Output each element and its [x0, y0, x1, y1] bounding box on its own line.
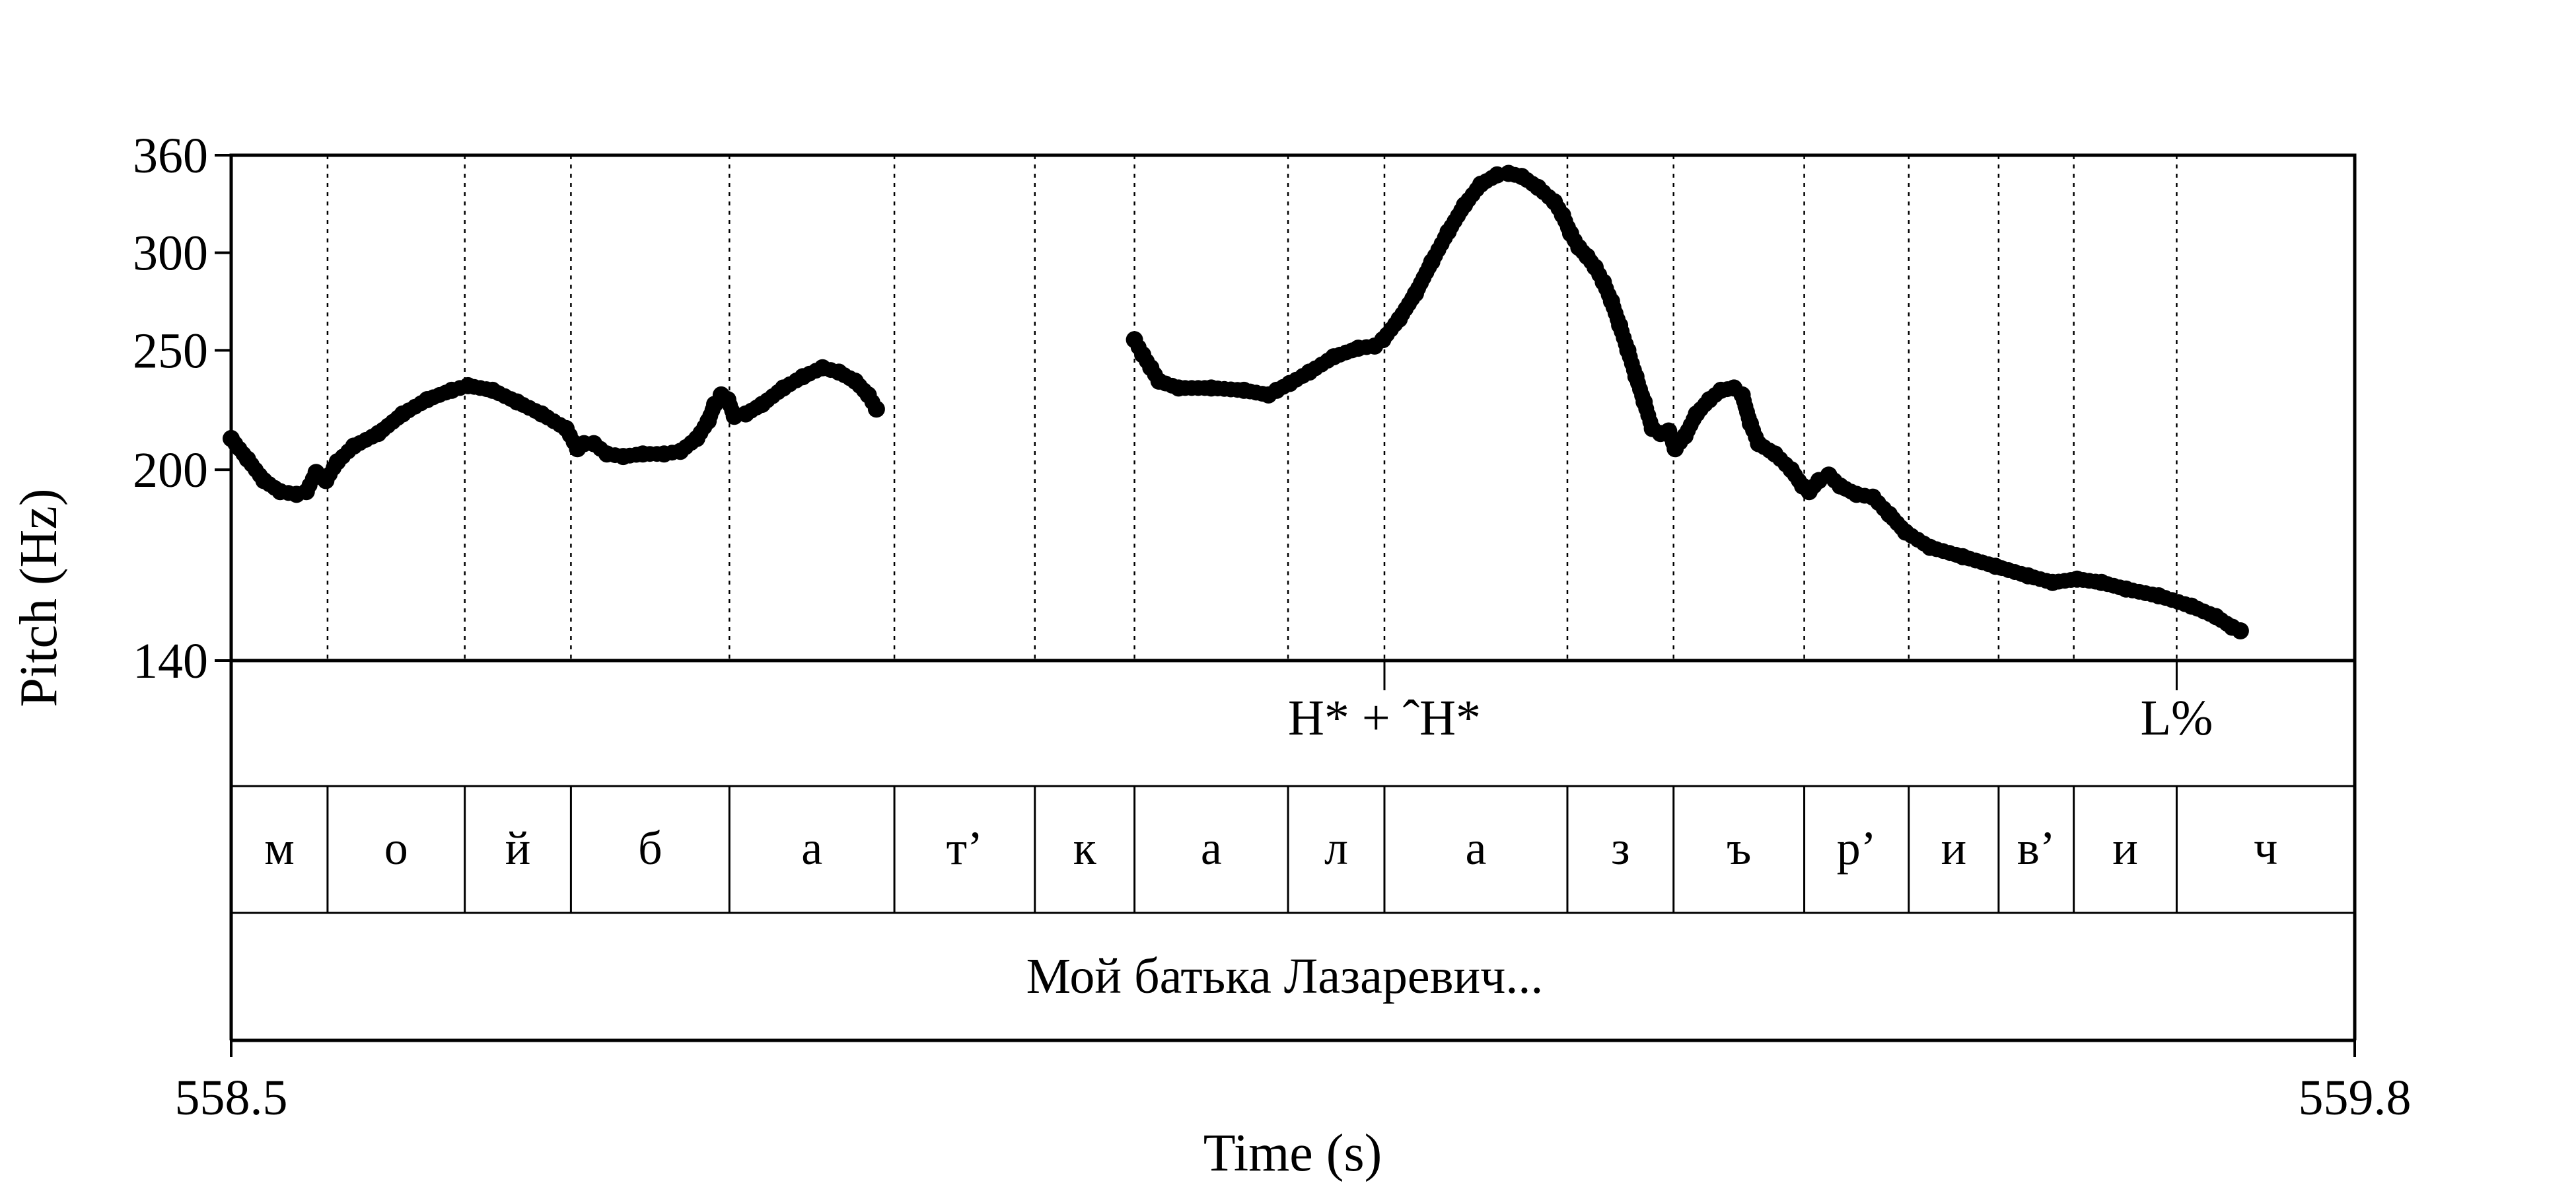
segment-label: м [264, 822, 295, 875]
pitch-contour [223, 164, 2249, 639]
y-axis-title: Pitch (Hz) [10, 488, 68, 707]
segment-label: з [1611, 822, 1629, 875]
pitch-point [867, 400, 885, 418]
segment-tier: м о й б а т’ к а л а з ъ р’ и в’ и ч [264, 786, 2277, 913]
segment-label: в’ [2017, 822, 2056, 875]
segment-label: л [1324, 822, 1348, 875]
segment-label: ъ [1727, 822, 1751, 875]
segment-label: т’ [947, 822, 983, 875]
pitch-point [2231, 622, 2249, 639]
y-tick-label: 300 [133, 226, 208, 281]
y-tick-label: 360 [133, 128, 208, 184]
tone-tier: H* + ˆH* L% [1288, 661, 2213, 746]
segment-label: ч [2254, 822, 2277, 875]
x-axis-ticks: 558.5 559.8 [175, 1040, 2412, 1126]
segment-label: а [801, 822, 822, 875]
y-tick-label: 200 [133, 443, 208, 498]
segment-label: и [1941, 822, 1967, 875]
segment-label: а [1201, 822, 1222, 875]
y-axis-ticks: 140 200 250 300 360 [133, 128, 231, 689]
tone-label: L% [2141, 690, 2213, 746]
segment-label: й [505, 822, 531, 875]
segment-label: к [1073, 822, 1097, 875]
x-tick-label: 558.5 [175, 1070, 288, 1126]
tone-label: H* + ˆH* [1288, 690, 1481, 746]
y-tick-label: 250 [133, 323, 208, 378]
segment-label: а [1466, 822, 1487, 875]
segment-boundary-lines [326, 155, 2178, 661]
x-axis-title: Time (s) [1203, 1124, 1382, 1182]
orthographic-transcription: Мой батька Лазаревич... [1026, 949, 1544, 1004]
y-tick-label: 140 [133, 633, 208, 689]
segment-label: и [2112, 822, 2138, 875]
segment-label: р’ [1837, 822, 1877, 875]
x-tick-label: 559.8 [2299, 1070, 2412, 1126]
segment-label: б [638, 822, 662, 875]
segment-label: о [384, 822, 408, 875]
